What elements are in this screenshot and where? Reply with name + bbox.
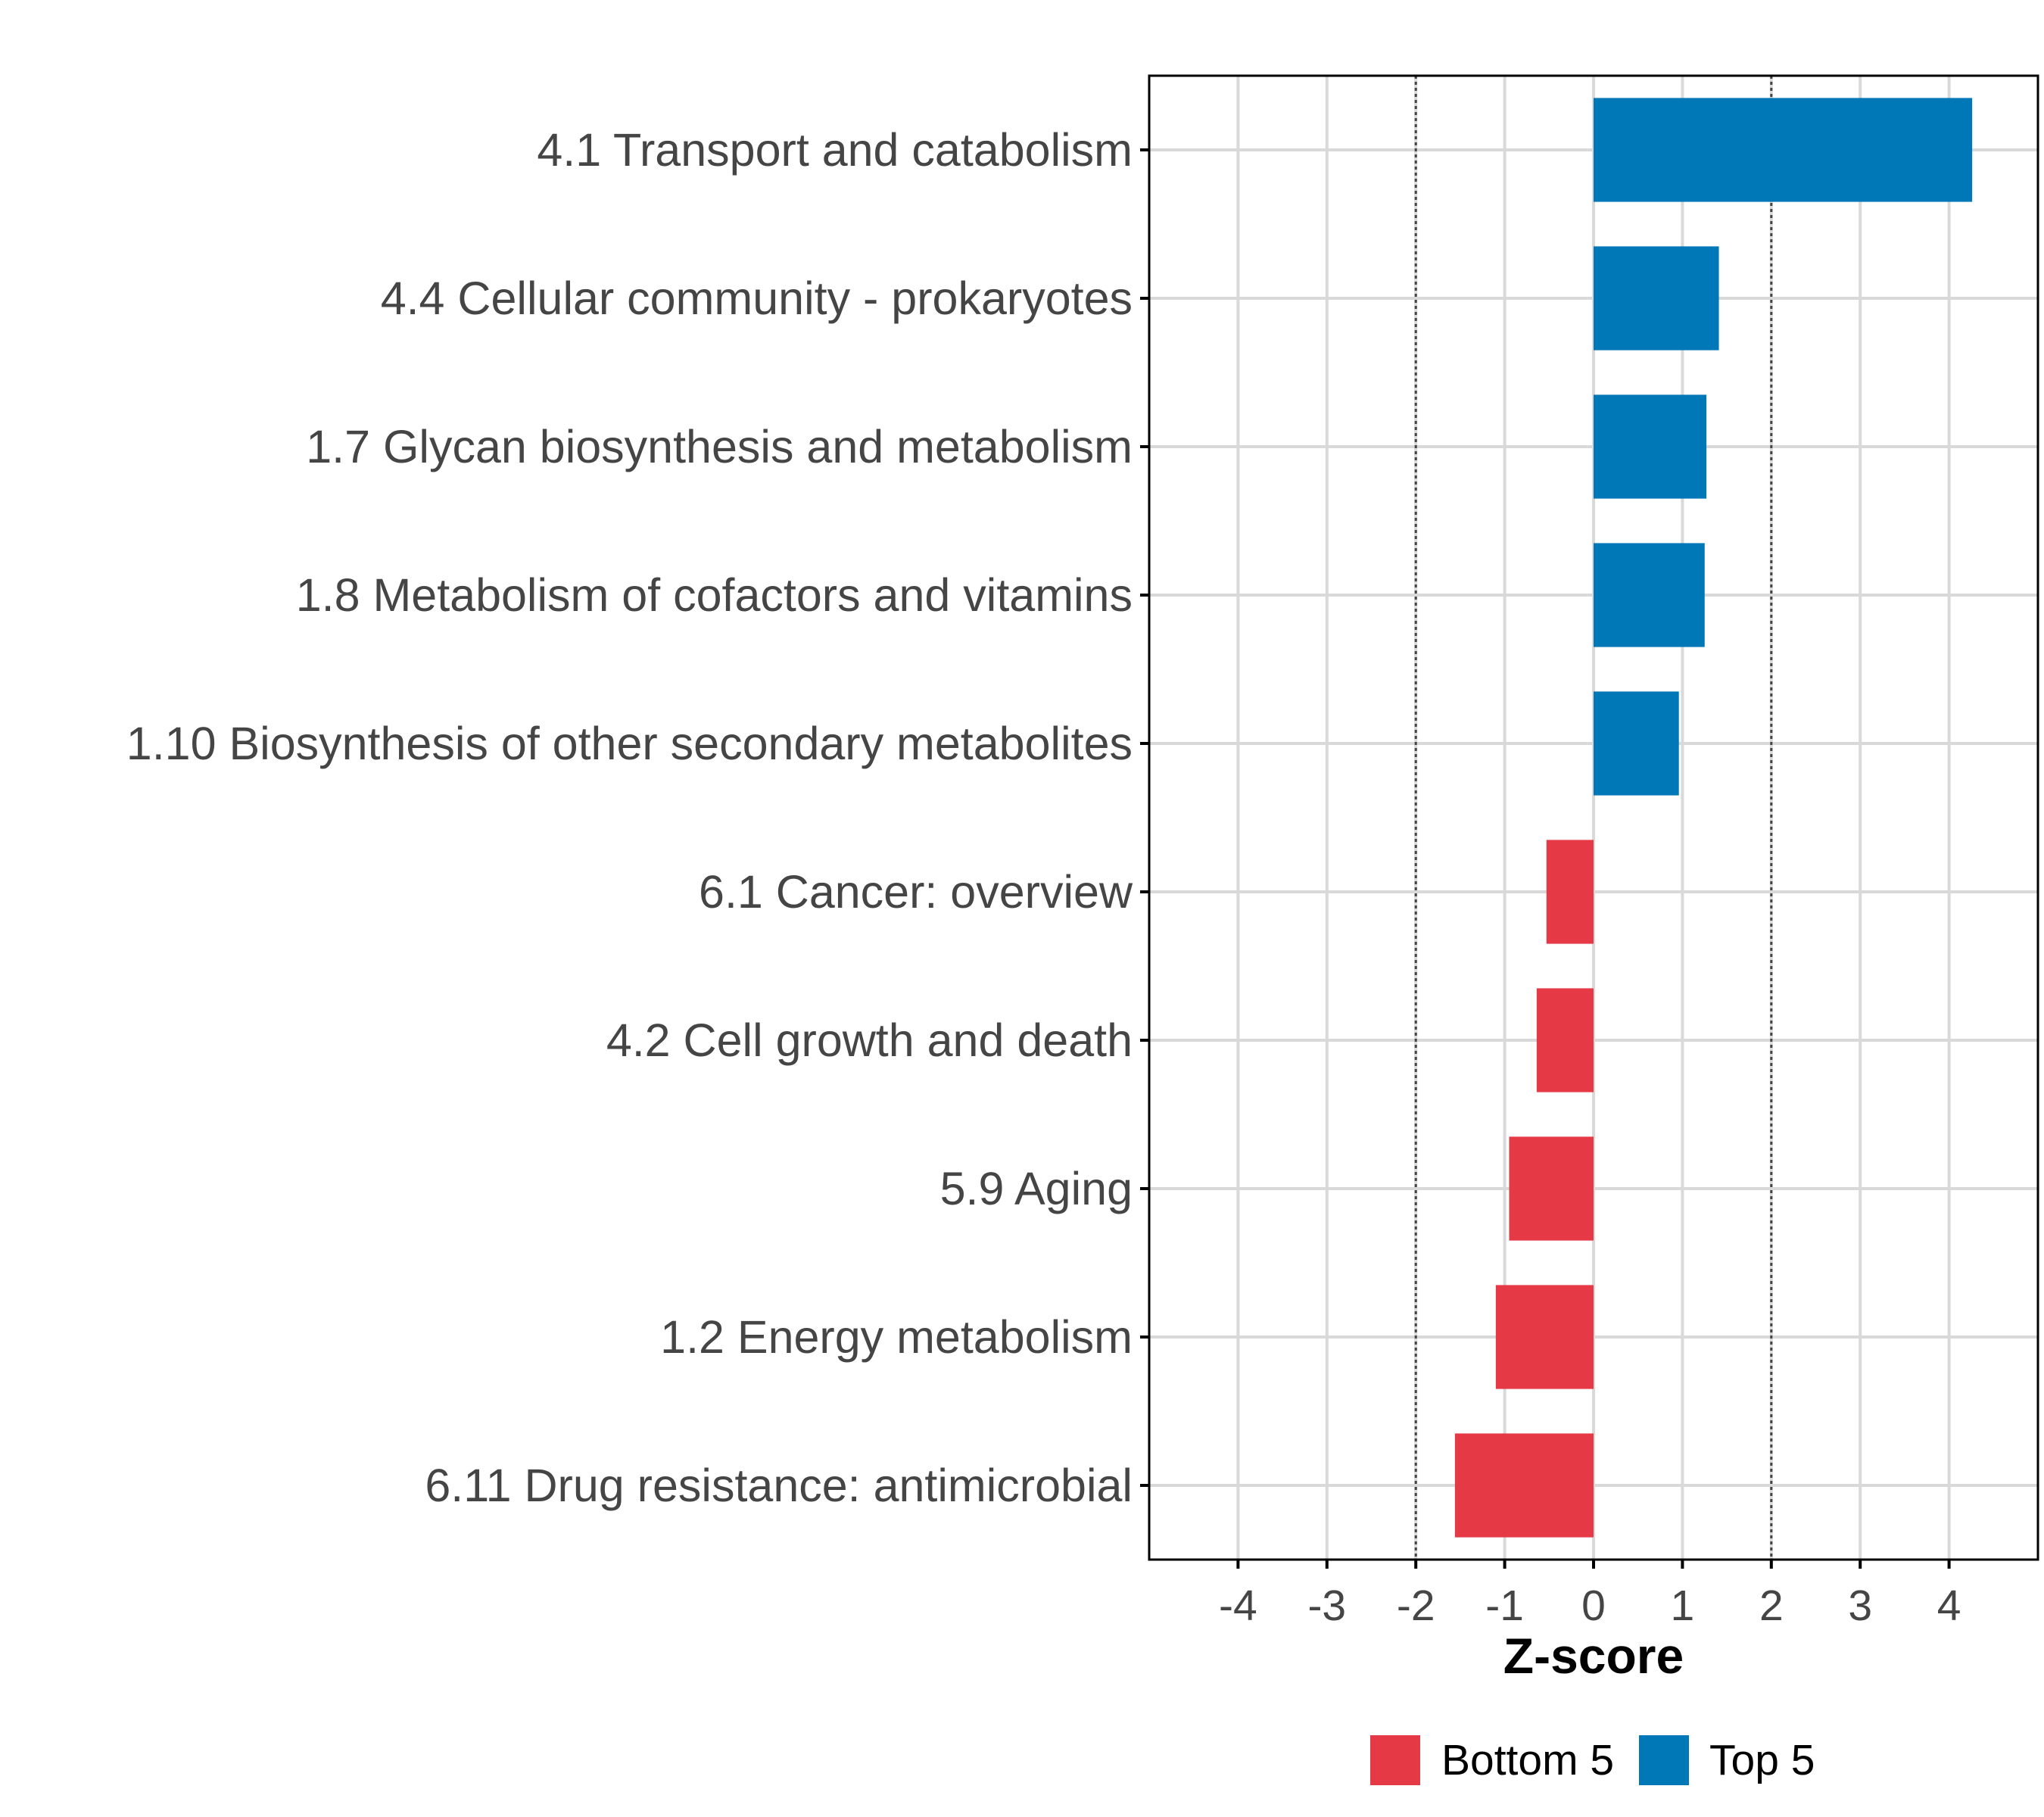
category-label: 4.2 Cell growth and death <box>606 1014 1133 1066</box>
y-axis: 4.1 Transport and catabolism 4.4 Cellular… <box>126 124 1149 1511</box>
x-tick-label: 3 <box>1848 1582 1872 1630</box>
legend-key <box>1639 1735 1689 1785</box>
legend: Bottom 5 Top 5 <box>1370 1735 1815 1785</box>
legend-label: Top 5 <box>1709 1736 1815 1784</box>
x-tick-label: -4 <box>1219 1582 1257 1630</box>
x-tick-label: 4 <box>1937 1582 1961 1630</box>
x-tick-label: -3 <box>1307 1582 1346 1630</box>
category-label: 6.11 Drug resistance: antimicrobial <box>425 1460 1133 1511</box>
category-label: 5.9 Aging <box>940 1163 1133 1214</box>
category-label: 1.2 Energy metabolism <box>660 1311 1133 1363</box>
bar <box>1546 840 1594 944</box>
x-tick-label: -1 <box>1485 1582 1524 1630</box>
x-tick-label: -2 <box>1397 1582 1435 1630</box>
bar <box>1454 1433 1594 1538</box>
bar <box>1594 543 1705 647</box>
bar <box>1536 988 1594 1092</box>
category-label: 1.8 Metabolism of cofactors and vitamins <box>296 569 1133 621</box>
reference-lines <box>1414 76 1773 1560</box>
x-axis: -4 -3 -2 -1 0 1 2 3 4 <box>1219 1560 1961 1630</box>
bar <box>1594 98 1973 202</box>
category-label: 4.4 Cellular community - prokaryotes <box>381 273 1133 324</box>
category-label: 6.1 Cancer: overview <box>699 866 1133 918</box>
x-tick-label: 0 <box>1581 1582 1606 1630</box>
bar <box>1495 1285 1594 1389</box>
x-tick-label: 1 <box>1671 1582 1695 1630</box>
category-label: 1.10 Biosynthesis of other secondary met… <box>126 718 1133 769</box>
bar <box>1509 1136 1594 1241</box>
x-axis-title: Z-score <box>1503 1628 1684 1684</box>
category-label: 1.7 Glycan biosynthesis and metabolism <box>306 421 1133 472</box>
bar <box>1594 394 1707 499</box>
bar <box>1594 246 1719 351</box>
legend-label: Bottom 5 <box>1441 1736 1614 1784</box>
bar <box>1594 691 1679 796</box>
bars <box>1454 98 1973 1538</box>
x-tick-label: 2 <box>1759 1582 1784 1630</box>
legend-key <box>1370 1735 1420 1785</box>
category-label: 4.1 Transport and catabolism <box>537 124 1133 176</box>
